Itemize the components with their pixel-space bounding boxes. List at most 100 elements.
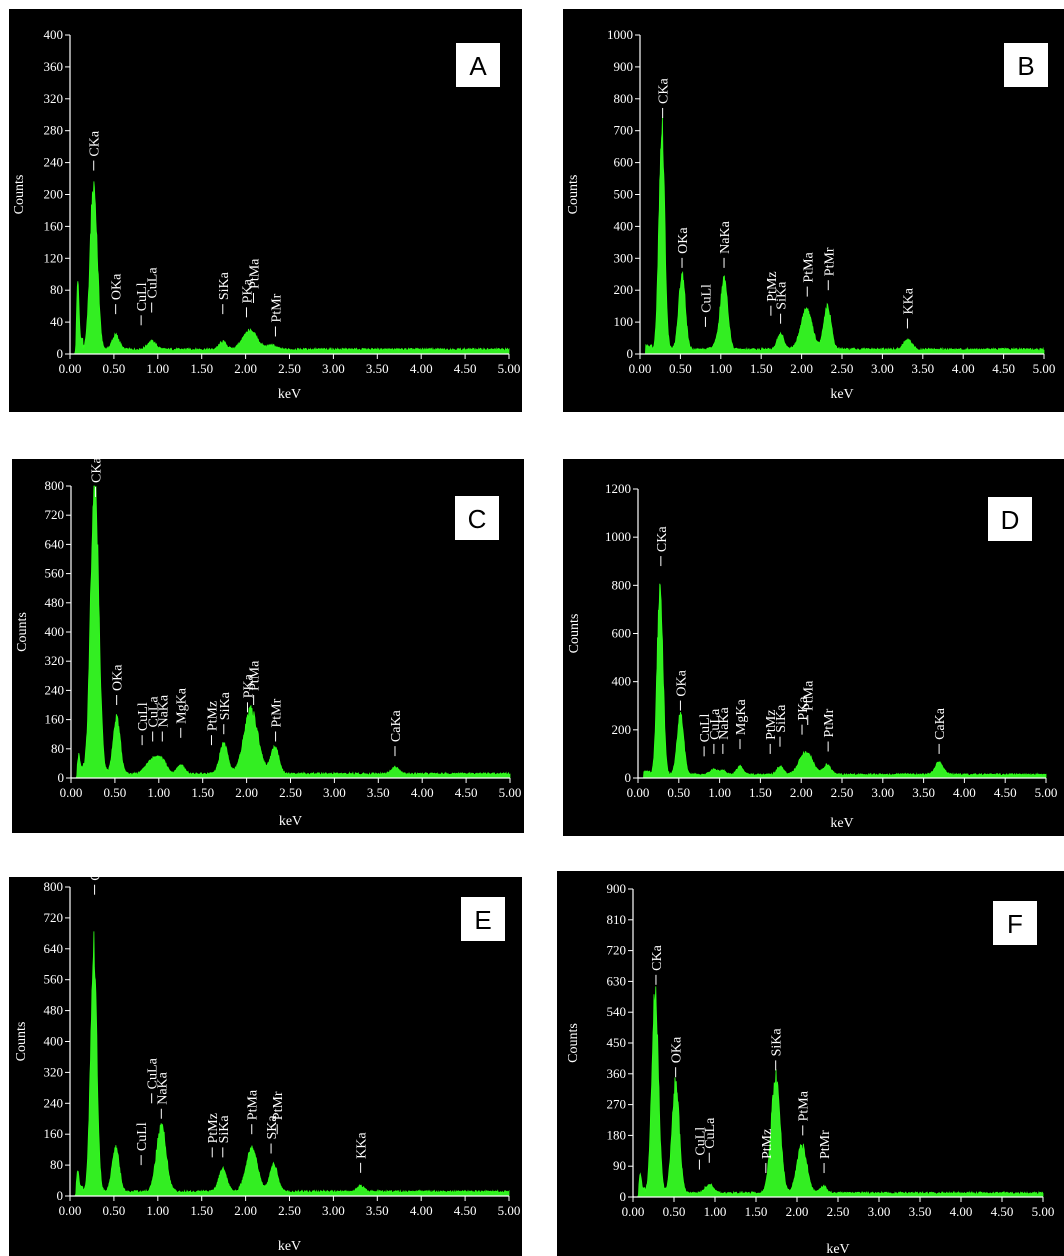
- peak-label: MgKa: [175, 687, 190, 724]
- peak-label: SiKa: [217, 271, 232, 300]
- y-tick-label: 0: [58, 770, 65, 785]
- peak-label: SiKa: [774, 704, 789, 733]
- peak-label: PtMa: [248, 258, 263, 289]
- plot-area: [70, 887, 509, 1196]
- y-axis-title: Counts: [12, 175, 27, 215]
- peak-label: CKa: [655, 526, 670, 552]
- x-tick-label: 0.00: [627, 785, 650, 800]
- x-tick-label: 0.50: [669, 361, 692, 376]
- x-tick-label: 1.00: [704, 1204, 727, 1219]
- y-tick-label: 240: [44, 1095, 64, 1110]
- x-tick-label: 0.00: [60, 785, 83, 800]
- x-tick-label: 1.00: [147, 785, 170, 800]
- peak-label: PKa: [241, 673, 256, 698]
- x-tick-label: 2.00: [234, 361, 257, 376]
- y-tick-label: 240: [45, 682, 65, 697]
- x-tick-label: 1.50: [745, 1204, 768, 1219]
- peak-label: PtMa: [801, 251, 816, 282]
- y-tick-label: 640: [45, 536, 65, 551]
- spectrum-chart-c: 0.00 0.50 1.00 1.50 2.00 2.50 3.00 3.50 4.00 4.50…: [15, 459, 521, 829]
- x-tick-label: 2.50: [278, 361, 301, 376]
- x-tick-label: 4.00: [953, 785, 976, 800]
- x-tick-label: 2.00: [235, 785, 258, 800]
- y-tick-label: 160: [45, 712, 65, 727]
- y-axis-title: Counts: [15, 612, 30, 652]
- spectrum-series: [633, 986, 1044, 1198]
- x-tick-label: 4.50: [454, 1203, 477, 1218]
- peak-label: NaKa: [155, 1071, 170, 1104]
- x-tick-label: 2.00: [790, 785, 813, 800]
- peak-label: CuLa: [146, 267, 161, 299]
- x-tick-label: 3.50: [909, 1204, 932, 1219]
- x-tick-label: 2.50: [278, 1203, 301, 1218]
- y-tick-label: 1200: [605, 481, 631, 496]
- x-axis-title: keV: [826, 1242, 849, 1256]
- x-tick-label: 0.50: [104, 785, 127, 800]
- y-tick-label: 200: [612, 722, 632, 737]
- peak-label: PtMz: [760, 1129, 775, 1159]
- y-tick-label: 800: [44, 879, 64, 894]
- peak-label: CuLa: [147, 696, 162, 728]
- panel-letter-box: [1004, 43, 1048, 87]
- peak-label: PtMa: [797, 1090, 812, 1121]
- x-tick-label: 3.00: [871, 361, 894, 376]
- x-tick-label: 3.00: [323, 785, 346, 800]
- peak-label: CKa: [89, 877, 104, 881]
- x-tick-label: 3.00: [868, 1204, 891, 1219]
- y-tick-label: 360: [607, 1066, 627, 1081]
- panel-letter-box: [461, 897, 505, 941]
- y-tick-label: 320: [44, 1064, 64, 1079]
- peak-label: CaKa: [933, 707, 948, 740]
- spectrum-series: [70, 181, 510, 355]
- x-tick-label: 4.50: [992, 361, 1015, 376]
- y-tick-label: 400: [44, 1034, 64, 1049]
- x-tick-label: 3.50: [912, 785, 935, 800]
- y-tick-label: 450: [607, 1035, 627, 1050]
- peak-label: CuLl: [698, 713, 713, 742]
- peak-label: PtMr: [822, 247, 837, 276]
- peak-label: PtMa: [802, 680, 817, 711]
- x-tick-label: 5.00: [1033, 361, 1056, 376]
- y-tick-label: 720: [45, 507, 65, 522]
- y-tick-label: 40: [50, 314, 63, 329]
- spectrum-panel-f: 0.00 0.50 1.00 1.50 2.00 2.50 3.00 3.50 4.00 4.50…: [557, 871, 1064, 1256]
- x-tick-label: 0.50: [667, 785, 690, 800]
- x-tick-label: 0.50: [663, 1204, 686, 1219]
- peak-label: PtMa: [246, 1089, 261, 1120]
- peak-label: CKa: [657, 77, 672, 103]
- x-tick-label: 3.50: [911, 361, 934, 376]
- panel-letter-box: [455, 496, 499, 540]
- y-axis-title: Counts: [566, 1023, 581, 1063]
- plot-area: [70, 35, 509, 354]
- panel-letter-box: [456, 43, 500, 87]
- y-tick-label: 560: [45, 566, 65, 581]
- y-tick-label: 640: [44, 941, 64, 956]
- y-tick-label: 1000: [605, 529, 631, 544]
- y-tick-label: 800: [612, 577, 632, 592]
- panel-letter-box: [993, 901, 1037, 945]
- x-tick-label: 2.00: [790, 361, 813, 376]
- y-tick-label: 400: [614, 218, 634, 233]
- x-tick-label: 2.50: [831, 361, 854, 376]
- y-tick-label: 180: [607, 1127, 627, 1142]
- y-tick-label: 280: [44, 123, 64, 138]
- y-tick-label: 900: [607, 881, 627, 896]
- peak-label: PtMz: [206, 1113, 221, 1143]
- peak-label: CuLa: [146, 1057, 161, 1089]
- peak-label: NaKa: [718, 220, 733, 253]
- spectrum-panel-b: 0.00 0.50 1.00 1.50 2.00 2.50 3.00 3.50 4.00 4.50…: [563, 9, 1064, 412]
- peak-label: PKa: [240, 278, 255, 303]
- spectrum-series: [638, 583, 1047, 779]
- y-tick-label: 160: [44, 218, 64, 233]
- y-tick-label: 160: [44, 1126, 64, 1141]
- peak-label: CKa: [650, 944, 665, 970]
- peak-label: CKa: [88, 130, 103, 156]
- x-tick-label: 4.50: [994, 785, 1017, 800]
- x-tick-label: 5.00: [498, 1203, 521, 1218]
- peak-label: CuLl: [136, 702, 151, 731]
- y-tick-label: 400: [612, 674, 632, 689]
- peak-label: PKa: [796, 696, 811, 721]
- y-tick-label: 320: [44, 91, 64, 106]
- x-tick-label: 4.50: [454, 361, 477, 376]
- y-tick-label: 720: [44, 910, 64, 925]
